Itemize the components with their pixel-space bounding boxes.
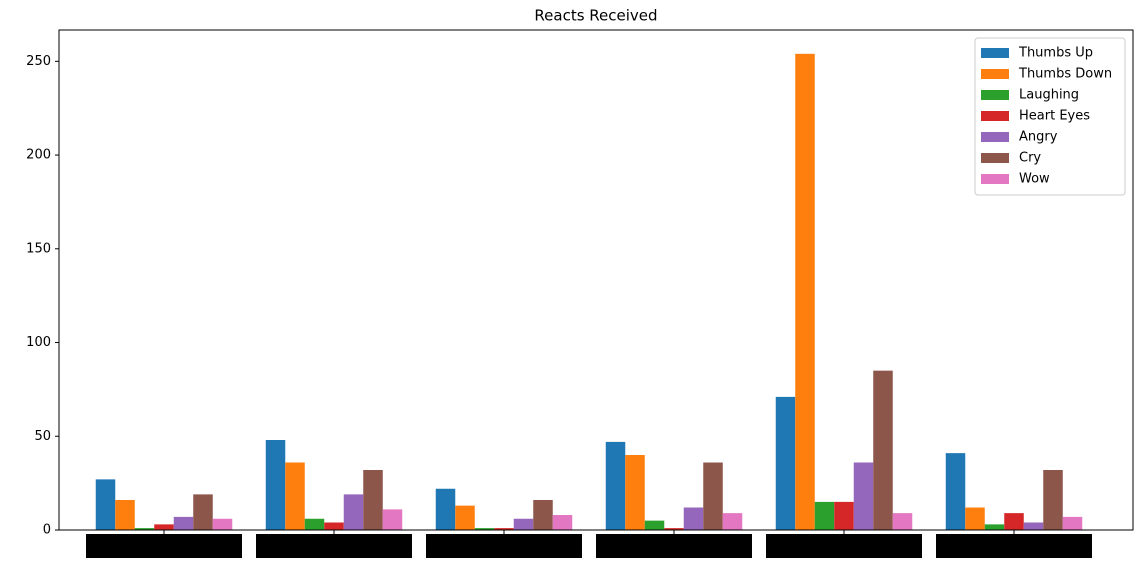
bar xyxy=(265,440,286,530)
bar xyxy=(722,513,743,530)
legend-swatch xyxy=(981,69,1009,79)
bar xyxy=(853,462,874,530)
bar xyxy=(193,494,213,530)
bar xyxy=(892,513,913,530)
bar xyxy=(115,500,135,530)
bar xyxy=(834,501,854,530)
bar xyxy=(795,53,815,531)
legend-label: Wow xyxy=(1019,172,1050,187)
legend-box xyxy=(974,37,1126,196)
bar xyxy=(363,470,383,530)
legend-swatch xyxy=(981,153,1009,163)
bar xyxy=(212,518,233,530)
bar xyxy=(1004,513,1024,530)
bar xyxy=(683,507,704,530)
bar xyxy=(455,505,475,530)
bar xyxy=(984,524,1005,530)
bar xyxy=(873,370,893,530)
legend-label: Thumbs Up xyxy=(1018,46,1093,61)
legend-swatch xyxy=(981,111,1009,121)
bar xyxy=(134,528,155,530)
plot-frame xyxy=(58,29,1134,531)
legend-label: Cry xyxy=(1019,151,1041,166)
redacted-label xyxy=(596,534,752,558)
bar xyxy=(324,522,344,530)
legend-label: Angry xyxy=(1019,130,1058,145)
bar xyxy=(285,462,305,530)
legend-swatch xyxy=(981,48,1009,58)
redacted-label xyxy=(936,534,1092,558)
redacted-label xyxy=(766,534,922,558)
bar xyxy=(644,520,665,530)
bar xyxy=(664,528,684,530)
bar xyxy=(95,479,116,530)
bar xyxy=(494,528,514,530)
bar xyxy=(474,528,495,530)
bar xyxy=(435,488,456,530)
y-tick-label: 50 xyxy=(34,429,51,444)
legend-swatch xyxy=(981,90,1009,100)
legend-swatch xyxy=(981,174,1009,184)
bar xyxy=(382,509,403,530)
y-tick-label: 150 xyxy=(26,241,51,256)
y-tick-label: 200 xyxy=(26,148,51,163)
legend-label: Heart Eyes xyxy=(1019,109,1090,124)
bar xyxy=(304,518,325,530)
chart-title: Reacts Received xyxy=(534,7,657,25)
bar xyxy=(1043,470,1063,530)
bar xyxy=(1023,522,1044,530)
y-tick-label: 250 xyxy=(26,54,51,69)
bar xyxy=(625,455,645,530)
bar xyxy=(552,515,573,530)
legend-label: Laughing xyxy=(1019,88,1079,103)
bar xyxy=(965,507,985,530)
bar xyxy=(513,518,534,530)
bar xyxy=(945,453,966,530)
legend-swatch xyxy=(981,132,1009,142)
redacted-label xyxy=(86,534,242,558)
bar xyxy=(154,524,174,530)
bar xyxy=(343,494,364,530)
redacted-label xyxy=(426,534,582,558)
redacted-label xyxy=(256,534,412,558)
y-tick-label: 0 xyxy=(43,523,51,538)
bar xyxy=(775,396,796,530)
bar xyxy=(1062,516,1083,530)
bar xyxy=(703,462,723,530)
bar xyxy=(814,501,835,530)
legend-label: Thumbs Down xyxy=(1018,67,1112,82)
bar xyxy=(533,500,553,530)
y-tick-label: 100 xyxy=(26,335,51,350)
bar xyxy=(605,441,626,530)
bar xyxy=(173,516,194,530)
